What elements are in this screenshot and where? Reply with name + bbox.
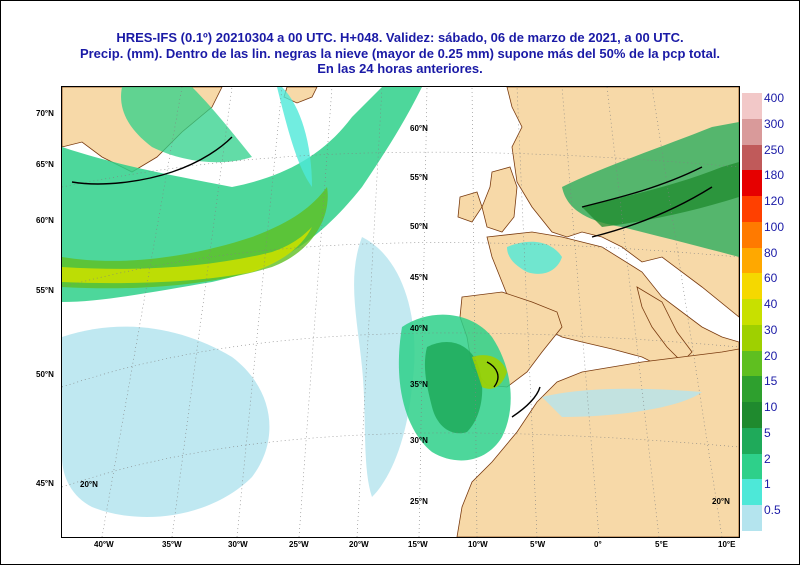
inner-lat-label: 20°N bbox=[712, 497, 730, 506]
lon-label: 10°W bbox=[468, 540, 488, 549]
legend-swatch bbox=[742, 402, 762, 429]
lat-label: 45°N bbox=[36, 479, 54, 488]
map-title: HRES-IFS (0.1º) 20210304 a 00 UTC. H+048… bbox=[0, 30, 800, 77]
inner-lat-label: 40°N bbox=[410, 324, 428, 333]
legend-swatch bbox=[742, 170, 762, 197]
snow-contours bbox=[71, 136, 713, 418]
color-legend bbox=[742, 93, 762, 532]
map-svg bbox=[62, 87, 739, 537]
legend-label: 120 bbox=[764, 194, 785, 209]
legend-swatch bbox=[742, 196, 762, 223]
legend-label: 400 bbox=[764, 91, 785, 105]
inner-lat-label: 60°N bbox=[410, 124, 428, 133]
inner-lat-label: 55°N bbox=[410, 173, 428, 182]
legend-swatch bbox=[742, 324, 762, 352]
lat-label: 50°N bbox=[36, 370, 54, 379]
precip-area-iceland bbox=[277, 87, 312, 187]
legend-swatch bbox=[742, 453, 762, 480]
graticule bbox=[62, 87, 739, 537]
legend-label: 30 bbox=[764, 322, 778, 337]
precip-area-med bbox=[542, 388, 702, 417]
legend-swatch bbox=[742, 376, 762, 403]
legend-label: 2 bbox=[764, 451, 771, 466]
legend-label: 1 bbox=[764, 477, 771, 492]
legend-swatch bbox=[742, 273, 762, 300]
lat-label: 60°N bbox=[36, 216, 54, 225]
legend-label: 15 bbox=[764, 374, 778, 389]
precipitation-map: 60°N 55°N 50°N 45°N 40°N 35°N 30°N 25°N … bbox=[61, 86, 740, 538]
precip-band-max bbox=[62, 227, 312, 284]
lon-label: 20°W bbox=[349, 540, 369, 549]
lat-label: 65°N bbox=[36, 160, 54, 169]
legend-swatch bbox=[742, 247, 762, 274]
title-line-3: En las 24 horas anteriores. bbox=[317, 61, 483, 76]
lon-label: 40°W bbox=[94, 540, 114, 549]
precip-area-north bbox=[121, 87, 253, 163]
inner-lat-label: 30°N bbox=[410, 436, 428, 445]
legend-label: 10 bbox=[764, 400, 778, 415]
precip-low-core bbox=[424, 342, 483, 434]
legend-label: 60 bbox=[764, 271, 778, 286]
legend-swatch bbox=[742, 427, 762, 455]
inner-lat-label: 35°N bbox=[410, 380, 428, 389]
title-line-1: HRES-IFS (0.1º) 20210304 a 00 UTC. H+048… bbox=[116, 30, 684, 45]
legend-label: 180 bbox=[764, 168, 785, 183]
lat-label: 70°N bbox=[36, 109, 54, 118]
inner-lat-label: 25°N bbox=[410, 497, 428, 506]
legend-label: 20 bbox=[764, 348, 778, 363]
precip-area-france bbox=[507, 241, 562, 274]
lon-label: 5°W bbox=[530, 540, 546, 549]
inner-lat-label: 50°N bbox=[410, 222, 428, 231]
lat-label: 55°N bbox=[36, 286, 54, 295]
legend-swatch bbox=[742, 479, 762, 506]
lon-label: 5°E bbox=[655, 540, 668, 549]
lon-label: 25°W bbox=[289, 540, 309, 549]
legend-swatch bbox=[742, 144, 762, 171]
lon-label: 30°W bbox=[228, 540, 248, 549]
inner-lat-label: 45°N bbox=[410, 273, 428, 282]
lon-label: 15°W bbox=[408, 540, 428, 549]
ireland bbox=[457, 191, 483, 223]
legend-swatch bbox=[742, 221, 762, 249]
legend-swatch bbox=[742, 118, 762, 145]
lon-label: 35°W bbox=[162, 540, 182, 549]
legend-swatch bbox=[742, 505, 762, 532]
legend-label: 0.5 bbox=[764, 503, 781, 518]
title-line-2: Precip. (mm). Dentro de las lin. negras … bbox=[79, 45, 721, 61]
legend-label: 80 bbox=[764, 245, 778, 260]
legend-label: 40 bbox=[764, 297, 778, 312]
inner-lat-label: 20°N bbox=[80, 480, 98, 489]
lon-label: 10°E bbox=[718, 540, 736, 549]
legend-swatch bbox=[742, 350, 762, 377]
great-britain bbox=[481, 166, 518, 233]
legend-label: 300 bbox=[764, 116, 785, 131]
legend-label: 100 bbox=[764, 219, 785, 234]
precip-band-north bbox=[62, 87, 422, 302]
legend-label: 5 bbox=[764, 425, 771, 440]
precipitation-fields bbox=[62, 87, 739, 517]
legend-label: 250 bbox=[764, 142, 785, 157]
lon-label: 0° bbox=[594, 540, 602, 549]
legend-swatch bbox=[742, 93, 762, 120]
precip-area-mid bbox=[354, 237, 415, 497]
legend-swatch bbox=[742, 299, 762, 326]
